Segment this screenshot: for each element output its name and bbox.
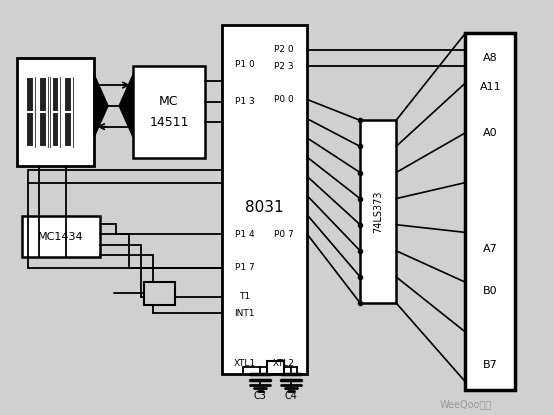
Bar <box>22 216 100 257</box>
Bar <box>144 282 175 305</box>
Bar <box>222 25 307 374</box>
Text: XTL1: XTL1 <box>234 359 256 368</box>
Bar <box>465 33 515 390</box>
Text: A0: A0 <box>483 128 497 138</box>
Bar <box>50 77 60 147</box>
Text: P1 0: P1 0 <box>235 60 255 69</box>
Text: MC1434: MC1434 <box>38 232 84 242</box>
Text: P0 0: P0 0 <box>274 95 294 104</box>
Bar <box>268 361 284 374</box>
Text: A11: A11 <box>479 82 501 92</box>
Text: A7: A7 <box>483 244 497 254</box>
Text: B0: B0 <box>483 286 497 295</box>
Bar <box>133 66 205 158</box>
Text: 8031: 8031 <box>245 200 284 215</box>
Bar <box>63 77 73 147</box>
Polygon shape <box>119 106 133 137</box>
Bar <box>38 77 48 147</box>
Text: INT1: INT1 <box>234 309 255 318</box>
Bar <box>17 58 94 166</box>
Text: C3: C3 <box>254 391 267 401</box>
Text: P1 4: P1 4 <box>235 230 255 239</box>
Text: P1 7: P1 7 <box>235 263 255 272</box>
Text: XTL2: XTL2 <box>273 359 295 368</box>
Text: C4: C4 <box>284 391 297 401</box>
Polygon shape <box>119 75 133 106</box>
Text: P2 3: P2 3 <box>274 62 294 71</box>
Text: P2 0: P2 0 <box>274 45 294 54</box>
Polygon shape <box>94 106 108 137</box>
Text: 14511: 14511 <box>149 116 189 129</box>
Bar <box>25 77 35 147</box>
Polygon shape <box>94 75 108 106</box>
Text: 74LS373: 74LS373 <box>373 190 383 233</box>
Text: A8: A8 <box>483 53 497 63</box>
Text: B7: B7 <box>483 360 497 370</box>
Text: MC: MC <box>159 95 179 108</box>
Text: T1: T1 <box>239 292 250 301</box>
Text: P0 7: P0 7 <box>274 230 294 239</box>
Bar <box>360 120 396 303</box>
Text: WeeQoo维库: WeeQoo维库 <box>439 400 491 410</box>
Text: P1 3: P1 3 <box>235 97 255 106</box>
